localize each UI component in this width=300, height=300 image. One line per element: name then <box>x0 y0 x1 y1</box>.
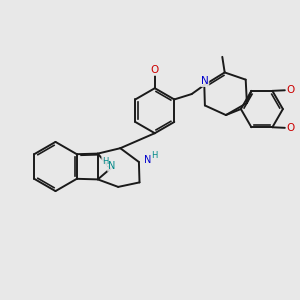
Text: H: H <box>102 157 108 166</box>
Text: N: N <box>201 76 209 86</box>
Text: O: O <box>286 123 295 133</box>
Text: O: O <box>286 85 295 95</box>
Text: N: N <box>108 161 115 171</box>
Text: H: H <box>151 152 158 160</box>
Text: N: N <box>144 154 152 165</box>
Text: O: O <box>151 65 159 75</box>
